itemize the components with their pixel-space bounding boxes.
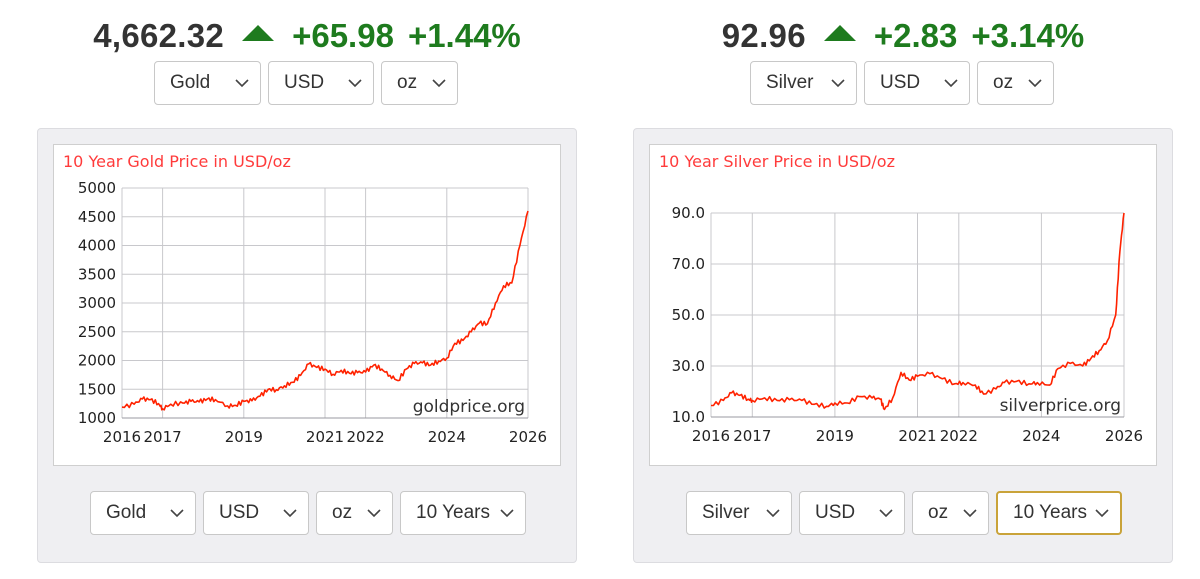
- chevron-down-icon: [963, 508, 977, 517]
- x-tick-label: 2024: [428, 428, 466, 446]
- gold-chart-card: 10 Year Gold Price in USD/oz 2016 2017 2019…: [37, 128, 577, 563]
- x-tick-label: 2019: [816, 427, 854, 445]
- select-value: oz: [397, 72, 418, 93]
- silver-chart-card: 10 Year Silver Price in USD/oz 2016 2017 20…: [633, 128, 1173, 563]
- select-value: Silver: [702, 502, 750, 523]
- gold-chart-unit-select[interactable]: oz: [316, 491, 393, 535]
- x-tick-label: 2021: [898, 427, 936, 445]
- x-tick-label: 2026: [509, 428, 547, 446]
- silver-currency-select[interactable]: USD: [864, 61, 970, 105]
- chart-watermark: goldprice.org: [413, 397, 525, 417]
- chevron-down-icon: [879, 508, 893, 517]
- y-tick-label: 30.0: [672, 357, 705, 375]
- select-value: USD: [880, 72, 921, 93]
- x-tick-label: 2017: [733, 427, 771, 445]
- gold-chart-metal-select[interactable]: Gold: [90, 491, 196, 535]
- select-value: 10 Years: [416, 502, 490, 523]
- select-value: Silver: [766, 72, 814, 93]
- up-arrow-icon: [823, 25, 856, 41]
- select-value: USD: [219, 502, 260, 523]
- silver-chart-svg: 10 Year Silver Price in USD/oz 2016 2017 20…: [659, 152, 1143, 445]
- gold-top-selectors: Gold USD oz: [154, 61, 458, 105]
- chevron-down-icon: [944, 78, 958, 87]
- select-value: oz: [928, 502, 949, 523]
- gold-metal-select[interactable]: Gold: [154, 61, 261, 105]
- silver-chart-range-select[interactable]: 10 Years: [996, 491, 1122, 535]
- gold-chart-currency-select[interactable]: USD: [203, 491, 309, 535]
- x-tick-label: 2016: [103, 428, 141, 446]
- select-value: USD: [284, 72, 325, 93]
- select-value: 10 Years: [1013, 502, 1087, 523]
- silver-chart-metal-select[interactable]: Silver: [686, 491, 792, 535]
- gold-chart-range-select[interactable]: 10 Years: [400, 491, 526, 535]
- chevron-down-icon: [500, 508, 514, 517]
- chevron-down-icon: [235, 78, 249, 87]
- y-tick-label: 5000: [78, 179, 116, 197]
- chart-title: 10 Year Gold Price in USD/oz: [63, 152, 291, 171]
- chevron-down-icon: [432, 78, 446, 87]
- silver-chart-unit-select[interactable]: oz: [912, 491, 989, 535]
- silver-price: 92.96: [721, 17, 806, 54]
- gold-change-percent: +1.44%: [407, 17, 521, 54]
- price-series-line: [121, 210, 529, 411]
- y-tick-label: 2000: [78, 352, 116, 370]
- select-value: Gold: [106, 502, 147, 523]
- y-tick-label: 2500: [78, 323, 116, 341]
- gold-chart: 10 Year Gold Price in USD/oz 2016 2017 2019…: [53, 144, 561, 466]
- silver-metal-select[interactable]: Silver: [750, 61, 857, 105]
- x-tick-label: 2019: [225, 428, 263, 446]
- select-value: oz: [332, 502, 353, 523]
- y-tick-label: 10.0: [672, 408, 705, 426]
- chevron-down-icon: [367, 508, 381, 517]
- x-tick-label: 2017: [144, 428, 182, 446]
- gold-chart-svg: 10 Year Gold Price in USD/oz 2016 2017 2019…: [63, 152, 547, 446]
- chevron-down-icon: [283, 508, 297, 517]
- chart-title: 10 Year Silver Price in USD/oz: [659, 152, 895, 171]
- x-tick-label: 2021: [306, 428, 344, 446]
- x-tick-label: 2024: [1022, 427, 1060, 445]
- chevron-down-icon: [170, 508, 184, 517]
- chevron-down-icon: [1095, 508, 1109, 517]
- gold-currency-select[interactable]: USD: [268, 61, 374, 105]
- silver-price-summary: 92.96 +2.83 +3.14%: [633, 14, 1173, 58]
- chevron-down-icon: [831, 78, 845, 87]
- y-tick-label: 50.0: [672, 306, 705, 324]
- silver-chart-currency-select[interactable]: USD: [799, 491, 905, 535]
- gold-change: +65.98: [292, 17, 394, 54]
- select-value: USD: [815, 502, 856, 523]
- gold-bottom-selectors: Gold USD oz 10 Years: [90, 491, 526, 535]
- price-series-line: [710, 212, 1125, 411]
- silver-unit-select[interactable]: oz: [977, 61, 1054, 105]
- up-arrow-icon: [242, 25, 275, 41]
- gold-unit-select[interactable]: oz: [381, 61, 458, 105]
- x-tick-label: 2022: [347, 428, 385, 446]
- chevron-down-icon: [766, 508, 780, 517]
- x-tick-label: 2022: [940, 427, 978, 445]
- chart-watermark: silverprice.org: [1000, 396, 1121, 416]
- x-tick-label: 2016: [692, 427, 730, 445]
- y-tick-label: 3500: [78, 265, 116, 283]
- silver-bottom-selectors: Silver USD oz 10 Years: [686, 491, 1122, 535]
- x-tick-label: 2026: [1105, 427, 1143, 445]
- y-tick-label: 4000: [78, 237, 116, 255]
- y-tick-label: 4500: [78, 208, 116, 226]
- chevron-down-icon: [1028, 78, 1042, 87]
- y-tick-label: 3000: [78, 294, 116, 312]
- y-tick-label: 1000: [78, 409, 116, 427]
- select-value: Gold: [170, 72, 211, 93]
- gold-price: 4,662.32: [93, 17, 225, 54]
- y-tick-label: 1500: [78, 380, 116, 398]
- silver-change: +2.83: [873, 17, 958, 54]
- y-tick-label: 90.0: [672, 204, 705, 222]
- silver-change-percent: +3.14%: [971, 17, 1085, 54]
- chevron-down-icon: [348, 78, 362, 87]
- select-value: oz: [993, 72, 1014, 93]
- silver-chart: 10 Year Silver Price in USD/oz 2016 2017 20…: [649, 144, 1157, 466]
- y-tick-label: 70.0: [672, 255, 705, 273]
- silver-top-selectors: Silver USD oz: [750, 61, 1054, 105]
- gold-price-summary: 4,662.32 +65.98 +1.44%: [37, 14, 577, 58]
